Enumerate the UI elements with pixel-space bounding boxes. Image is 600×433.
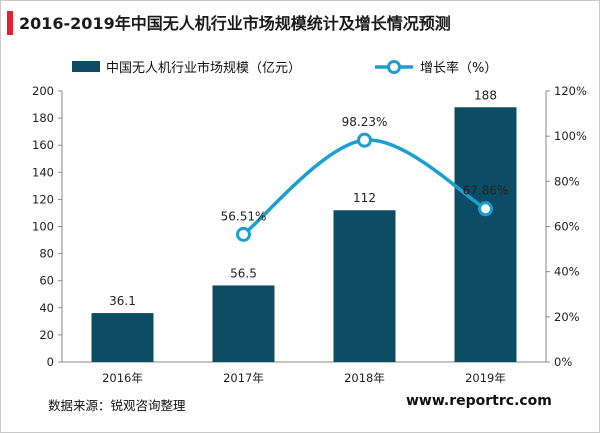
website-url: www.reportrc.com [406,393,552,409]
bar-value-label: 188 [474,88,497,102]
growth-rate-label: 56.51% [221,209,267,223]
right-axis-tick-label: 100% [554,129,587,143]
left-axis-tick-label: 120 [32,192,54,206]
left-axis-tick-label: 180 [32,111,54,125]
growth-rate-label: 67.86% [463,184,509,198]
left-axis-tick-label: 160 [32,138,54,152]
bar-2018年 [333,210,396,362]
x-axis-tick-label: 2018年 [344,371,385,385]
left-axis-tick-label: 100 [32,220,54,234]
legend-line-marker [387,60,401,74]
legend-bar-swatch [72,61,100,72]
growth-rate-point [478,201,493,217]
right-axis-tick-label: 40% [554,265,580,279]
x-axis-tick-label: 2016年 [102,371,143,385]
left-axis-tick-label: 0 [47,355,54,369]
title-accent-bar [7,11,13,35]
x-axis-tick-label: 2017年 [223,371,264,385]
right-axis-tick-label: 120% [554,84,587,98]
bar-value-label: 36.1 [109,294,136,308]
x-axis-tick-label: 2019年 [465,371,506,385]
legend-bar-label: 中国无人机行业市场规模（亿元） [106,60,301,76]
legend-line-label: 增长率（%） [420,60,497,76]
left-axis-tick-label: 60 [39,274,54,288]
chart-title: 2016-2019年中国无人机行业市场规模统计及增长情况预测 [19,14,451,33]
left-axis-tick-label: 20 [39,328,54,342]
right-axis-tick-label: 60% [554,220,580,234]
right-axis-tick-label: 0% [554,355,572,369]
bar-2017年 [212,285,275,362]
growth-rate-label: 98.23% [342,115,388,129]
bar-value-label: 56.5 [230,266,257,280]
left-axis-tick-label: 80 [39,247,54,261]
right-axis-tick-label: 20% [554,310,580,324]
left-axis-tick-label: 40 [39,301,54,315]
bar-value-label: 112 [353,191,376,205]
left-axis-tick-label: 140 [32,165,54,179]
right-axis-tick-label: 80% [554,174,580,188]
growth-rate-point [357,132,372,148]
bar-2016年 [91,313,154,362]
data-source: 数据来源：锐观咨询整理 [48,398,186,413]
bar-2019年 [454,107,517,362]
growth-rate-point [236,226,251,242]
left-axis-tick-label: 200 [32,84,54,98]
